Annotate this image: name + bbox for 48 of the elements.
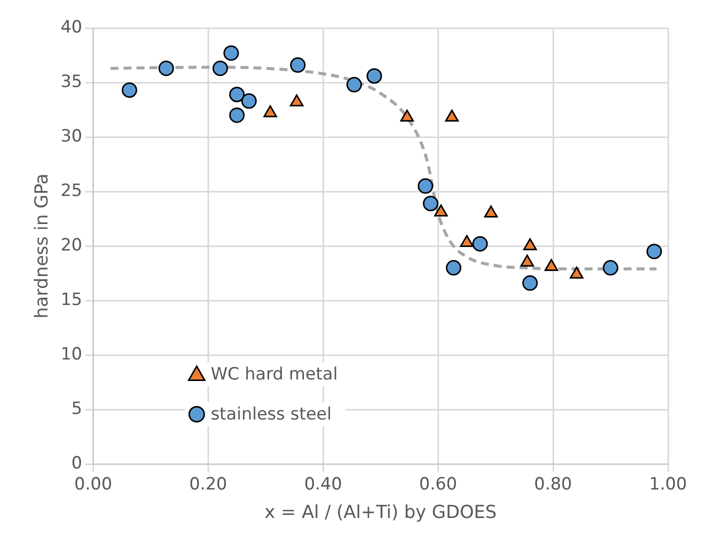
point: [434, 204, 448, 216]
point: [346, 76, 362, 92]
point: [646, 244, 662, 260]
point: [445, 110, 459, 122]
x-axis-title: x = Al / (Al+Ti) by GDOES: [264, 502, 497, 523]
point: [484, 206, 498, 218]
y-tick-label: 5: [71, 398, 82, 419]
point: [229, 86, 245, 102]
x-tick-label: 0.40: [304, 474, 342, 495]
point: [366, 68, 382, 84]
point: [472, 236, 488, 252]
point: [229, 107, 245, 123]
point: [400, 110, 414, 122]
point: [446, 260, 462, 276]
point: [158, 60, 174, 76]
point: [212, 60, 228, 76]
point: [241, 93, 257, 109]
legend-label: stainless steel: [210, 404, 332, 425]
point: [460, 234, 474, 247]
point: [570, 266, 584, 279]
point: [544, 258, 558, 271]
y-tick-label: 20: [60, 235, 82, 256]
legend-label: WC hard metal: [210, 364, 338, 385]
point: [520, 254, 534, 267]
x-tick-label: 0.80: [534, 474, 572, 495]
point: [122, 82, 138, 98]
point: [290, 57, 306, 73]
point: [290, 94, 304, 106]
point: [522, 275, 538, 291]
y-axis-title: hardness in GPa: [31, 173, 52, 319]
y-tick-label: 25: [60, 180, 82, 201]
point: [523, 238, 537, 250]
y-tick-label: 35: [60, 72, 82, 92]
point: [223, 45, 239, 61]
point: [602, 260, 618, 276]
y-tick-label: 40: [60, 17, 82, 38]
y-tick-label: 0: [71, 453, 82, 474]
x-tick-label: 1.00: [649, 474, 687, 495]
point: [263, 105, 278, 118]
point: [422, 196, 438, 212]
line-series: [108, 66, 658, 270]
x-tick-label: 0.20: [189, 474, 228, 495]
y-tick-label: 15: [60, 290, 82, 310]
point: [418, 178, 434, 194]
x-tick-label: 0.60: [419, 474, 458, 495]
x-tick-label: 0.00: [74, 474, 112, 495]
y-tick-label: 30: [60, 126, 82, 146]
y-tick-label: 10: [60, 344, 82, 364]
